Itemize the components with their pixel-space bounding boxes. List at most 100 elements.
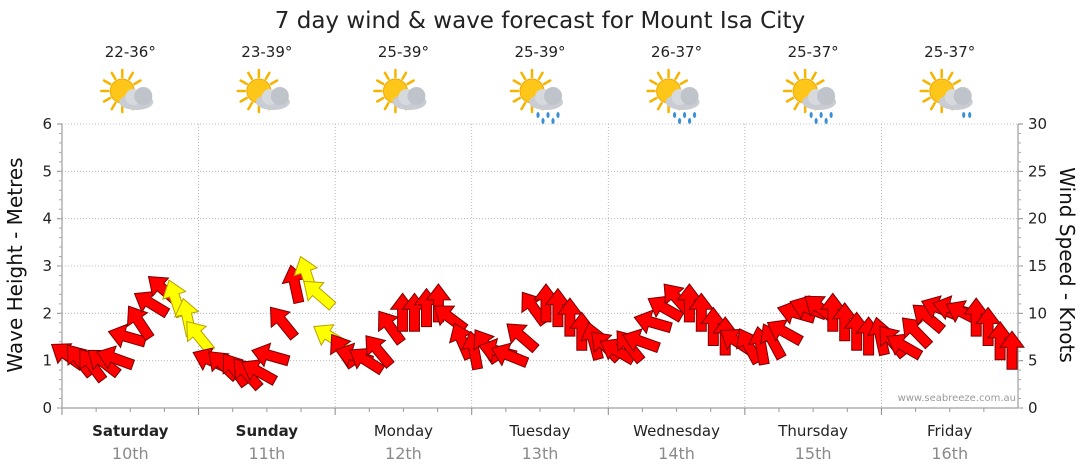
wind-arrow bbox=[886, 333, 924, 361]
day-temp-range: 25-37° bbox=[788, 43, 839, 61]
right-tick-label: 5 bbox=[1028, 352, 1038, 370]
wind-arrow bbox=[365, 335, 395, 369]
sun-ray bbox=[520, 71, 527, 81]
wind-arrow bbox=[378, 310, 406, 346]
wind-arrow bbox=[963, 297, 990, 337]
wind-arrow-shape bbox=[251, 342, 291, 368]
sun-ray bbox=[793, 101, 800, 111]
wind-arrow-shape bbox=[186, 320, 216, 355]
wind-arrow-shape bbox=[269, 306, 300, 341]
wind-arrow-shape bbox=[506, 323, 540, 354]
wind-arrow bbox=[700, 306, 727, 346]
sun-ray bbox=[133, 79, 142, 86]
right-axis-label: Wind Speed - Knots bbox=[1055, 167, 1079, 363]
left-tick-label: 3 bbox=[42, 257, 52, 275]
cloud-puff bbox=[134, 87, 153, 105]
wind-arrow-shape bbox=[633, 309, 673, 335]
wind-arrow bbox=[303, 280, 337, 311]
wind-arrow bbox=[819, 292, 846, 332]
cloud-puff bbox=[407, 87, 426, 105]
sun-ray bbox=[128, 71, 135, 81]
wind-arrow bbox=[568, 311, 595, 351]
wind-arrow-shape bbox=[533, 283, 559, 323]
sun-ray bbox=[947, 71, 954, 81]
day-date-label: 13th bbox=[522, 444, 559, 463]
right-tick-label: 15 bbox=[1028, 257, 1047, 275]
wind-arrow-shape bbox=[647, 295, 685, 323]
left-tick-label: 2 bbox=[42, 304, 52, 322]
wind-arrow-shape bbox=[133, 290, 171, 319]
wind-arrow bbox=[349, 347, 386, 376]
showers-icon bbox=[919, 68, 973, 118]
day-temp-range: 25-37° bbox=[924, 43, 975, 61]
showers-icon bbox=[509, 68, 563, 124]
day-name-label: Friday bbox=[927, 422, 973, 440]
rain-drop bbox=[536, 112, 540, 118]
wind-arrow bbox=[843, 311, 870, 351]
day-date-label: 16th bbox=[931, 444, 968, 463]
right-tick-label: 0 bbox=[1028, 399, 1038, 417]
wind-arrow-shape bbox=[688, 292, 715, 332]
wind-arrow bbox=[533, 283, 559, 323]
rain-drop bbox=[814, 118, 818, 124]
sun-ray bbox=[674, 71, 681, 81]
day-name-label: Tuesday bbox=[508, 422, 570, 440]
sun-ray bbox=[679, 79, 689, 86]
wind-arrow bbox=[676, 283, 703, 323]
wind-arrow-shape bbox=[901, 317, 934, 350]
wind-arrow-shape bbox=[975, 306, 1002, 346]
wind-arrow-shape bbox=[766, 319, 804, 347]
day-date-label: 10th bbox=[112, 444, 149, 463]
chart-title: 7 day wind & wave forecast for Mount Isa… bbox=[275, 8, 805, 34]
partly-cloudy-icon bbox=[236, 68, 290, 114]
wind-arrow bbox=[912, 304, 947, 335]
wind-arrow bbox=[633, 309, 673, 335]
wind-arrow bbox=[999, 330, 1025, 370]
left-axis-label: Wave Height - Metres bbox=[3, 157, 27, 372]
wind-arrow bbox=[241, 358, 279, 386]
wind-arrow-shape bbox=[912, 304, 947, 335]
wind-arrow bbox=[556, 297, 583, 337]
sun-ray bbox=[922, 79, 931, 86]
wind-arrow bbox=[490, 342, 530, 368]
sun-ray bbox=[375, 79, 385, 86]
sun-ray bbox=[520, 101, 527, 111]
rain-drop bbox=[556, 112, 560, 118]
day-name-label: Thursday bbox=[777, 422, 848, 440]
wind-arrow bbox=[766, 319, 804, 347]
sun-ray bbox=[375, 96, 385, 103]
left-tick-label: 1 bbox=[42, 352, 52, 370]
wind-arrow-shape bbox=[999, 330, 1025, 370]
credit-text: www.seabreeze.com.au bbox=[898, 393, 1016, 404]
cloud-puff bbox=[953, 87, 972, 105]
wind-arrow bbox=[901, 317, 934, 350]
rain-drop bbox=[546, 112, 550, 118]
sun-ray bbox=[656, 101, 663, 111]
rain-drop bbox=[672, 112, 677, 118]
day-date-label: 11th bbox=[248, 444, 285, 463]
wind-arrow bbox=[269, 306, 300, 341]
wind-arrow bbox=[186, 320, 216, 355]
wind-arrow-shape bbox=[378, 310, 406, 346]
wind-arrow bbox=[621, 328, 661, 354]
day-name-label: Wednesday bbox=[633, 422, 720, 440]
day-temp-range: 25-39° bbox=[378, 43, 429, 61]
wind-arrow-shape bbox=[349, 347, 386, 376]
left-tick-label: 4 bbox=[42, 210, 52, 228]
sun-ray bbox=[816, 79, 825, 86]
rain-drop bbox=[692, 112, 697, 118]
day-name-label: Saturday bbox=[92, 422, 169, 440]
sun-ray bbox=[542, 79, 552, 86]
sun-ray bbox=[512, 79, 522, 86]
wind-arrow-shape bbox=[886, 333, 924, 361]
wind-arrow bbox=[647, 295, 685, 323]
sun-ray bbox=[247, 101, 254, 111]
wind-arrow bbox=[688, 292, 715, 332]
sun-ray bbox=[952, 79, 962, 86]
sun-ray bbox=[922, 96, 931, 103]
wind-arrow bbox=[831, 301, 858, 342]
wind-arrow bbox=[867, 316, 893, 357]
day-temp-range: 23-39° bbox=[241, 43, 292, 61]
wind-arrow-shape bbox=[365, 335, 395, 369]
